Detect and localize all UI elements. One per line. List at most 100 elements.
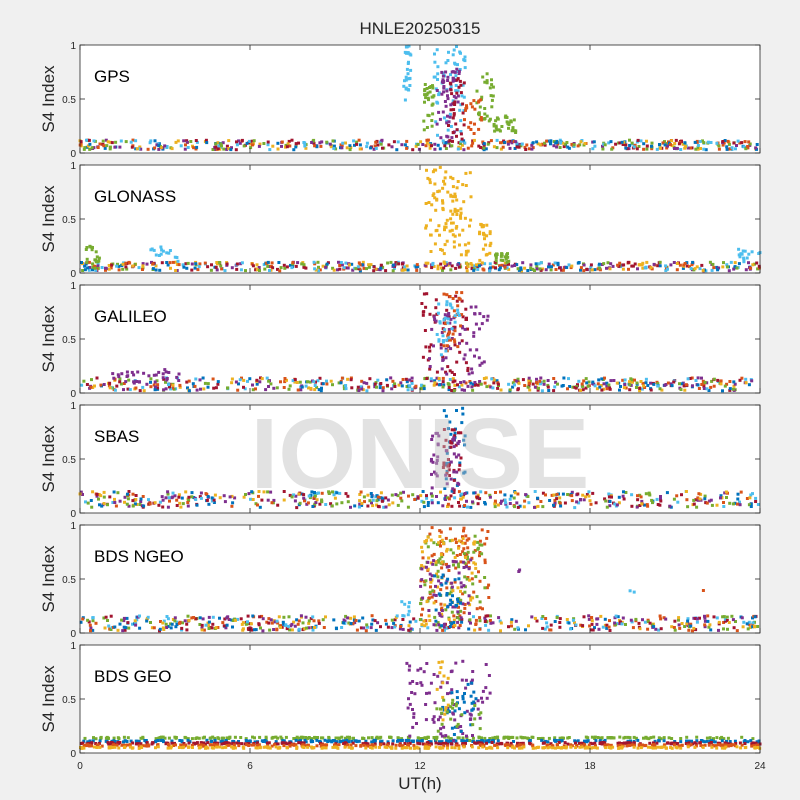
baseline-point — [224, 626, 228, 630]
burst-point — [449, 175, 453, 179]
baseline-point — [722, 505, 726, 508]
baseline-point — [127, 490, 131, 493]
baseline-point — [234, 380, 238, 384]
baseline-point — [225, 262, 229, 266]
band-point — [569, 745, 573, 749]
baseline-point — [416, 265, 420, 269]
baseline-point — [644, 377, 648, 381]
burst-point — [487, 119, 491, 123]
baseline-point — [358, 147, 362, 151]
baseline-point — [265, 620, 269, 624]
burst-point — [449, 460, 453, 464]
band-point — [687, 741, 691, 745]
burst-point — [447, 569, 451, 572]
baseline-point — [378, 268, 382, 272]
baseline-point — [431, 263, 435, 267]
baseline-point — [352, 139, 356, 143]
burst-point — [435, 122, 439, 126]
band-point — [321, 746, 325, 750]
band-point — [100, 744, 104, 748]
baseline-point — [244, 622, 248, 626]
burst-point — [463, 561, 467, 565]
burst-point — [459, 91, 463, 95]
baseline-point — [198, 378, 202, 382]
baseline-point — [448, 378, 452, 381]
band-point — [686, 745, 690, 749]
burst-point — [459, 132, 463, 136]
baseline-point — [290, 266, 294, 270]
baseline-point — [179, 144, 183, 148]
baseline-point — [731, 502, 735, 506]
band-point — [362, 737, 366, 740]
burst-point — [485, 223, 489, 227]
baseline-point — [137, 266, 141, 270]
baseline-point — [492, 145, 496, 149]
baseline-point — [218, 261, 222, 264]
baseline-point — [235, 267, 239, 271]
baseline-point — [541, 505, 545, 509]
baseline-point — [189, 140, 193, 143]
baseline-point — [603, 376, 606, 380]
band-point — [253, 740, 257, 744]
baseline-point — [254, 268, 258, 272]
baseline-point — [284, 145, 287, 149]
burst-point — [461, 602, 465, 606]
baseline-point — [397, 262, 401, 266]
band-point — [401, 744, 405, 748]
baseline-point — [331, 383, 334, 387]
burst-point — [163, 368, 167, 372]
burst-point — [450, 70, 454, 74]
baseline-point — [185, 139, 189, 143]
baseline-point — [533, 505, 536, 509]
baseline-point — [94, 621, 98, 625]
baseline-point — [134, 139, 138, 143]
band-point — [370, 740, 374, 744]
baseline-point — [240, 376, 243, 380]
baseline-point — [340, 501, 344, 505]
burst-point — [165, 251, 169, 255]
burst-point — [429, 343, 433, 347]
burst-point — [458, 233, 461, 237]
band-point — [313, 735, 317, 739]
burst-point — [435, 370, 439, 374]
burst-point — [455, 128, 459, 132]
baseline-point — [578, 143, 582, 147]
baseline-point — [715, 265, 719, 269]
baseline-point — [187, 495, 191, 499]
baseline-point — [607, 383, 611, 387]
baseline-point — [79, 140, 83, 144]
burst-point — [465, 316, 468, 320]
band-point — [281, 739, 285, 743]
baseline-point — [381, 386, 385, 390]
band-point — [137, 740, 141, 744]
y-tick-label: 0 — [70, 389, 76, 400]
baseline-point — [218, 496, 222, 500]
baseline-point — [437, 377, 441, 380]
baseline-point — [745, 497, 749, 500]
baseline-point — [736, 497, 740, 501]
baseline-point — [399, 496, 403, 500]
burst-point — [492, 123, 496, 126]
burst-point — [465, 577, 469, 581]
baseline-point — [719, 496, 722, 500]
band-point — [179, 743, 183, 747]
band-point — [515, 736, 519, 740]
burst-point — [433, 242, 437, 246]
baseline-point — [205, 498, 209, 502]
baseline-point — [162, 619, 166, 623]
baseline-point — [698, 140, 702, 143]
baseline-point — [406, 505, 410, 509]
baseline-point — [107, 267, 111, 271]
baseline-point — [539, 261, 543, 265]
band-point — [361, 742, 365, 746]
burst-point — [462, 526, 466, 530]
baseline-point — [638, 493, 642, 497]
band-point — [463, 739, 467, 743]
band-point — [656, 745, 660, 749]
band-point — [125, 740, 129, 743]
baseline-point — [742, 620, 746, 624]
baseline-point — [457, 501, 460, 504]
baseline-point — [478, 627, 482, 631]
baseline-point — [582, 615, 586, 619]
